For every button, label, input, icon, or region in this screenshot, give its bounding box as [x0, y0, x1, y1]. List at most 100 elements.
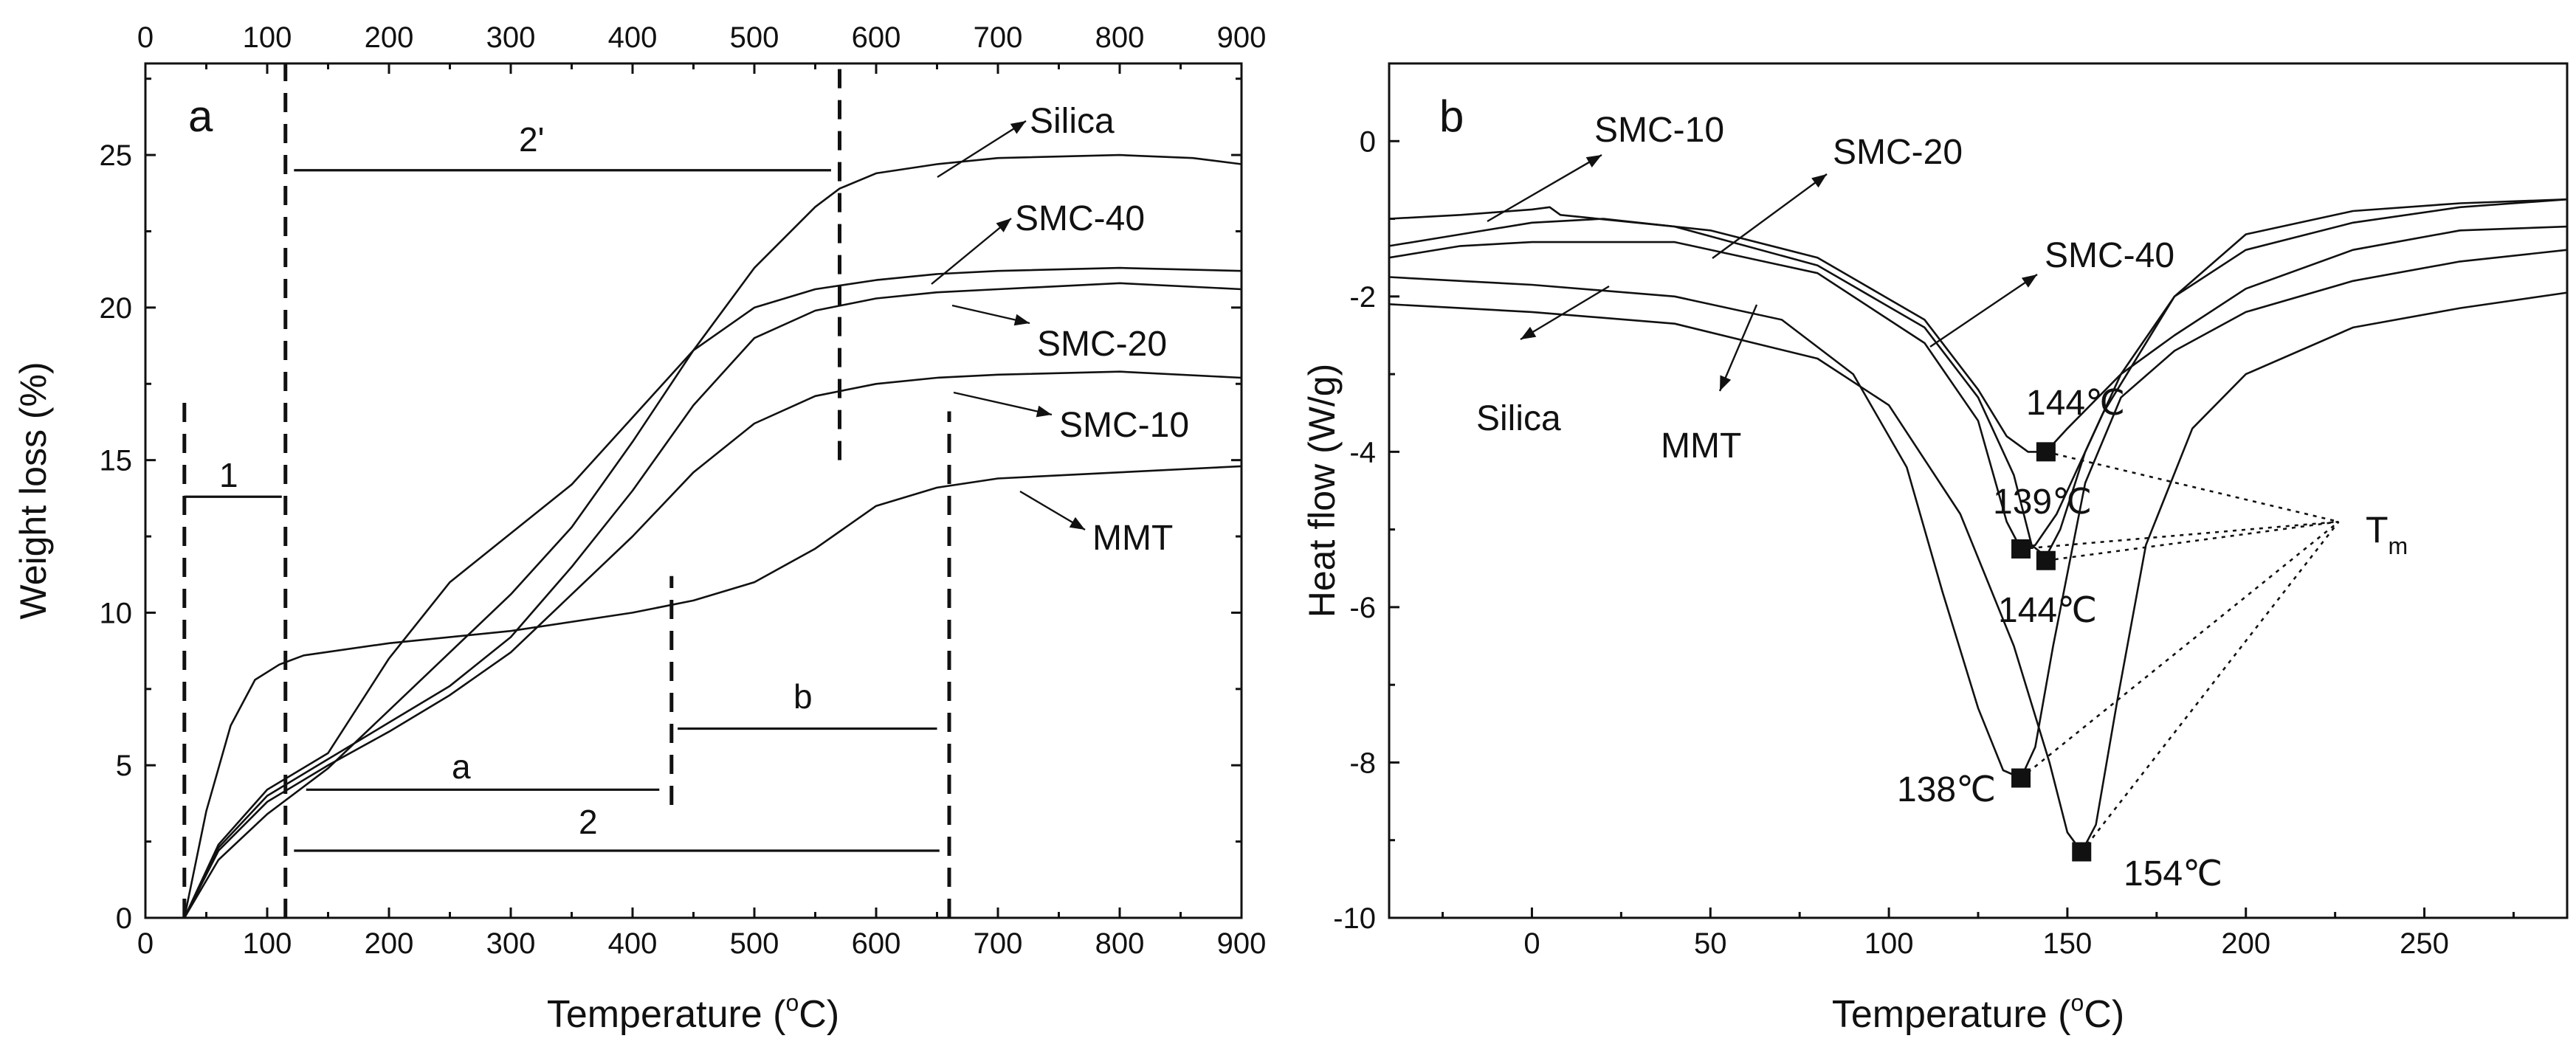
b-ytick-label--4: -4: [1349, 436, 1376, 469]
a-xtick-label-0: 0: [137, 927, 154, 960]
b-leader-head-smc10: [1585, 155, 1602, 167]
panel-a-right-axis: [1231, 77, 1241, 919]
a-top-xtick-label-500: 500: [730, 21, 779, 54]
peak-label-138: 138℃: [1897, 770, 1996, 809]
a-leader-smc40: [931, 218, 1012, 285]
a-top-xtick-label-400: 400: [608, 21, 658, 54]
a-leader-head-silica: [1010, 121, 1026, 134]
label-smc10-b: SMC-10: [1594, 111, 1724, 150]
b-leader-head-smc40: [2021, 274, 2037, 288]
a-top-xtick-label-800: 800: [1095, 21, 1145, 54]
b-tm-leader-3: [2020, 521, 2340, 779]
a-top-xtick-label-700: 700: [974, 21, 1023, 54]
peak-label-139: 139℃: [1993, 483, 2092, 522]
panel-a-top-axis: 0 100 200 300 400 500 600 700 800 900: [137, 21, 1267, 74]
panel-a-ylabel-group: Weight loss (%): [13, 362, 54, 619]
a-leader-head-mmt: [1069, 516, 1085, 530]
b-tm-leader-4: [2081, 521, 2340, 853]
b-ytick-label--8: -8: [1349, 747, 1376, 779]
a-xtick-label-200: 200: [365, 927, 414, 960]
curve-a-smc-10: [183, 370, 1242, 919]
a-leader-head-smc20: [1013, 314, 1030, 326]
b-xtick-label-50: 50: [1694, 927, 1727, 960]
a-ytick-label-0: 0: [116, 902, 132, 935]
panel-b-left-axis: -10 -8 -6 -4 -2 0: [1333, 62, 1399, 935]
region-label-1: 1: [219, 456, 238, 494]
curve-b-smc-40: [1388, 198, 2568, 550]
curve-b-silica: [1388, 249, 2568, 779]
b-tm-leader-1: [2020, 520, 2339, 550]
b-leader-head-silica: [1521, 326, 1537, 339]
label-smc40-a: SMC-40: [1015, 199, 1145, 238]
panel-a-chart: 0 100 200 300 400 500 600 700 800 900 0 100 200 300 4…: [13, 21, 1266, 1036]
b-tm-leader-0: [2045, 451, 2339, 523]
a-xtick-label-700: 700: [974, 927, 1023, 960]
panel-a-region-dashes: [182, 63, 951, 918]
panel-b-legend-leaders: [1487, 153, 2038, 392]
region-label-a: a: [452, 747, 471, 786]
a-ytick-label-10: 10: [100, 597, 133, 629]
tm-label: Tm: [2366, 509, 2408, 559]
a-leader-smc10: [953, 391, 1053, 416]
panel-b-tm-leaders: [2020, 451, 2340, 853]
b-ytick-label-0: 0: [1360, 125, 1376, 158]
label-smc20-b: SMC-20: [1833, 133, 1963, 172]
label-mmt-a: MMT: [1092, 519, 1173, 558]
panel-b-curves: [1388, 198, 2568, 853]
b-peak-marker-4: [2072, 842, 2092, 862]
label-smc40-b: SMC-40: [2045, 236, 2174, 275]
a-xtick-label-600: 600: [852, 927, 901, 960]
panel-b-letter: b: [1439, 91, 1464, 141]
a-top-xtick-label-0: 0: [137, 21, 154, 54]
b-ytick-label--10: -10: [1333, 902, 1376, 935]
a-xtick-label-400: 400: [608, 927, 658, 960]
label-silica-a: Silica: [1030, 102, 1115, 141]
peak-label-154: 154℃: [2124, 854, 2222, 893]
a-top-xtick-label-600: 600: [852, 21, 901, 54]
a-top-xtick-label-300: 300: [486, 21, 536, 54]
panel-a-left-axis: 0 5 10 15 20 25: [100, 77, 156, 935]
panel-a-xlabel: Temperature (oC): [547, 989, 839, 1036]
a-ytick-label-5: 5: [116, 750, 132, 782]
region-label-b: b: [793, 677, 813, 716]
b-tm-leader-2: [2045, 520, 2339, 562]
panel-b-xlabel: Temperature (oC): [1832, 989, 2124, 1036]
b-xtick-label-100: 100: [1864, 927, 1914, 960]
b-xtick-label-250: 250: [2400, 927, 2449, 960]
panel-a-ylabel: Weight loss (%): [13, 362, 54, 619]
b-peak-marker-0: [2036, 442, 2056, 462]
a-xtick-label-800: 800: [1095, 927, 1145, 960]
a-top-xtick-label-900: 900: [1217, 21, 1267, 54]
a-leader-silica: [937, 120, 1027, 179]
b-xtick-label-0: 0: [1523, 927, 1540, 960]
b-ytick-label--6: -6: [1349, 592, 1376, 624]
b-ytick-label--2: -2: [1349, 281, 1376, 314]
curve-b-mmt: [1388, 291, 2568, 853]
a-ytick-label-20: 20: [100, 292, 133, 325]
a-xtick-label-500: 500: [730, 927, 779, 960]
curve-a-mmt: [183, 465, 1242, 919]
curve-b-smc-10: [1388, 198, 2568, 558]
curve-b-smc-20: [1388, 218, 2568, 453]
b-peak-marker-1: [2011, 539, 2031, 559]
panel-a-bottom-axis: 0 100 200 300 400 500 600 700 800 900: [137, 908, 1267, 960]
curve-a-smc-20: [183, 282, 1242, 919]
a-leader-head-smc40: [996, 218, 1011, 232]
panel-b-ylabel: Heat flow (W/g): [1301, 364, 1343, 618]
panel-a-curves: [183, 153, 1242, 919]
b-leader-mmt: [1718, 304, 1758, 392]
b-leader-smc10: [1487, 153, 1602, 223]
b-xtick-label-200: 200: [2221, 927, 2270, 960]
b-leader-silica: [1520, 285, 1610, 341]
panel-b-bottom-axis: 0 50 100 150 200 250: [1442, 908, 2515, 960]
panel-b-chart: 0 50 100 150 200 250 -10 -8 -6 -4 -2 0 b SMC-10 SM…: [1301, 62, 2569, 1036]
panel-a-legend-leaders: [931, 120, 1086, 531]
a-xtick-label-100: 100: [243, 927, 292, 960]
b-peak-marker-2: [2036, 550, 2056, 570]
a-leader-head-smc10: [1036, 405, 1052, 418]
label-smc20-a: SMC-20: [1037, 325, 1167, 364]
region-label-2: 2: [579, 803, 598, 841]
region-label-2prime: 2': [519, 120, 544, 159]
a-xtick-label-900: 900: [1217, 927, 1267, 960]
